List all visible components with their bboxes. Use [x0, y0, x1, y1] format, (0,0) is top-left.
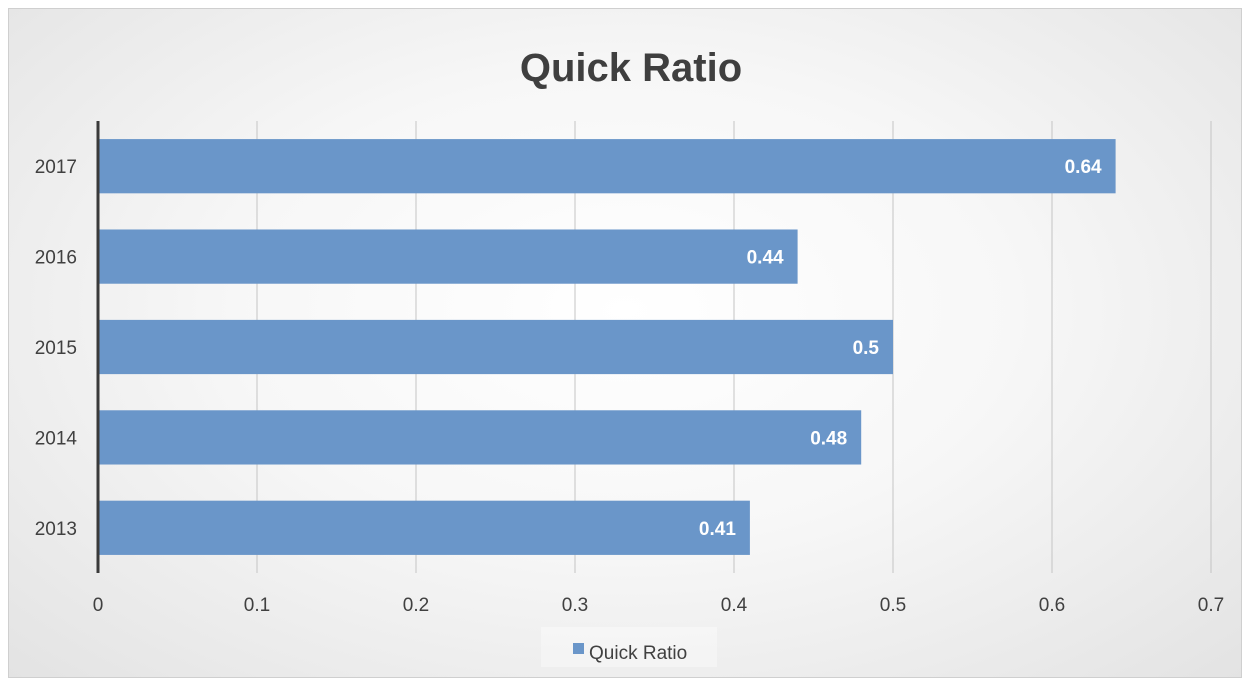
y-tick-label-2014: 2014 [35, 428, 78, 449]
chart-title: Quick Ratio [520, 46, 742, 90]
legend-label-quick-ratio: Quick Ratio [589, 643, 687, 664]
x-tick-label: 0.3 [562, 595, 588, 616]
y-tick-label-2016: 2016 [35, 248, 77, 269]
bar-2013 [98, 500, 750, 555]
x-tick-label: 0.2 [403, 595, 429, 616]
data-label-2013: 0.41 [699, 519, 736, 540]
data-label-2017: 0.64 [1065, 157, 1102, 178]
y-tick-label-2013: 2013 [35, 519, 77, 540]
x-axis-ticks: 0 0.1 0.2 0.3 0.4 0.5 0.6 0.7 [93, 595, 1225, 616]
bars: 0.41 0.48 0.5 0.44 0.64 [98, 139, 1116, 555]
data-label-2015: 0.5 [853, 338, 880, 359]
bar-2014 [98, 410, 862, 465]
x-tick-label: 0.1 [244, 595, 270, 616]
quick-ratio-chart: Quick Ratio 0.41 0.48 0.5 0.44 0.64 2013 2014… [35, 46, 1225, 667]
x-tick-label: 0.7 [1198, 595, 1224, 616]
bar-2015 [98, 319, 893, 375]
bar-2016 [98, 229, 798, 284]
legend-swatch-quick-ratio [573, 643, 584, 654]
x-tick-label: 0.5 [880, 595, 906, 616]
x-tick-label: 0.4 [721, 595, 748, 616]
y-tick-label-2017: 2017 [35, 157, 77, 178]
x-tick-label: 0.6 [1039, 595, 1065, 616]
data-label-2016: 0.44 [747, 248, 784, 269]
chart-container: Quick Ratio 0.41 0.48 0.5 0.44 0.64 2013 2014… [8, 8, 1242, 678]
data-label-2014: 0.48 [810, 428, 847, 449]
y-tick-label-2015: 2015 [35, 338, 77, 359]
bar-2017 [98, 139, 1116, 194]
x-tick-label: 0 [93, 595, 104, 616]
legend-box [541, 627, 717, 667]
y-axis-ticks: 2013 2014 2015 2016 2017 [35, 157, 78, 540]
legend: Quick Ratio [541, 627, 717, 667]
